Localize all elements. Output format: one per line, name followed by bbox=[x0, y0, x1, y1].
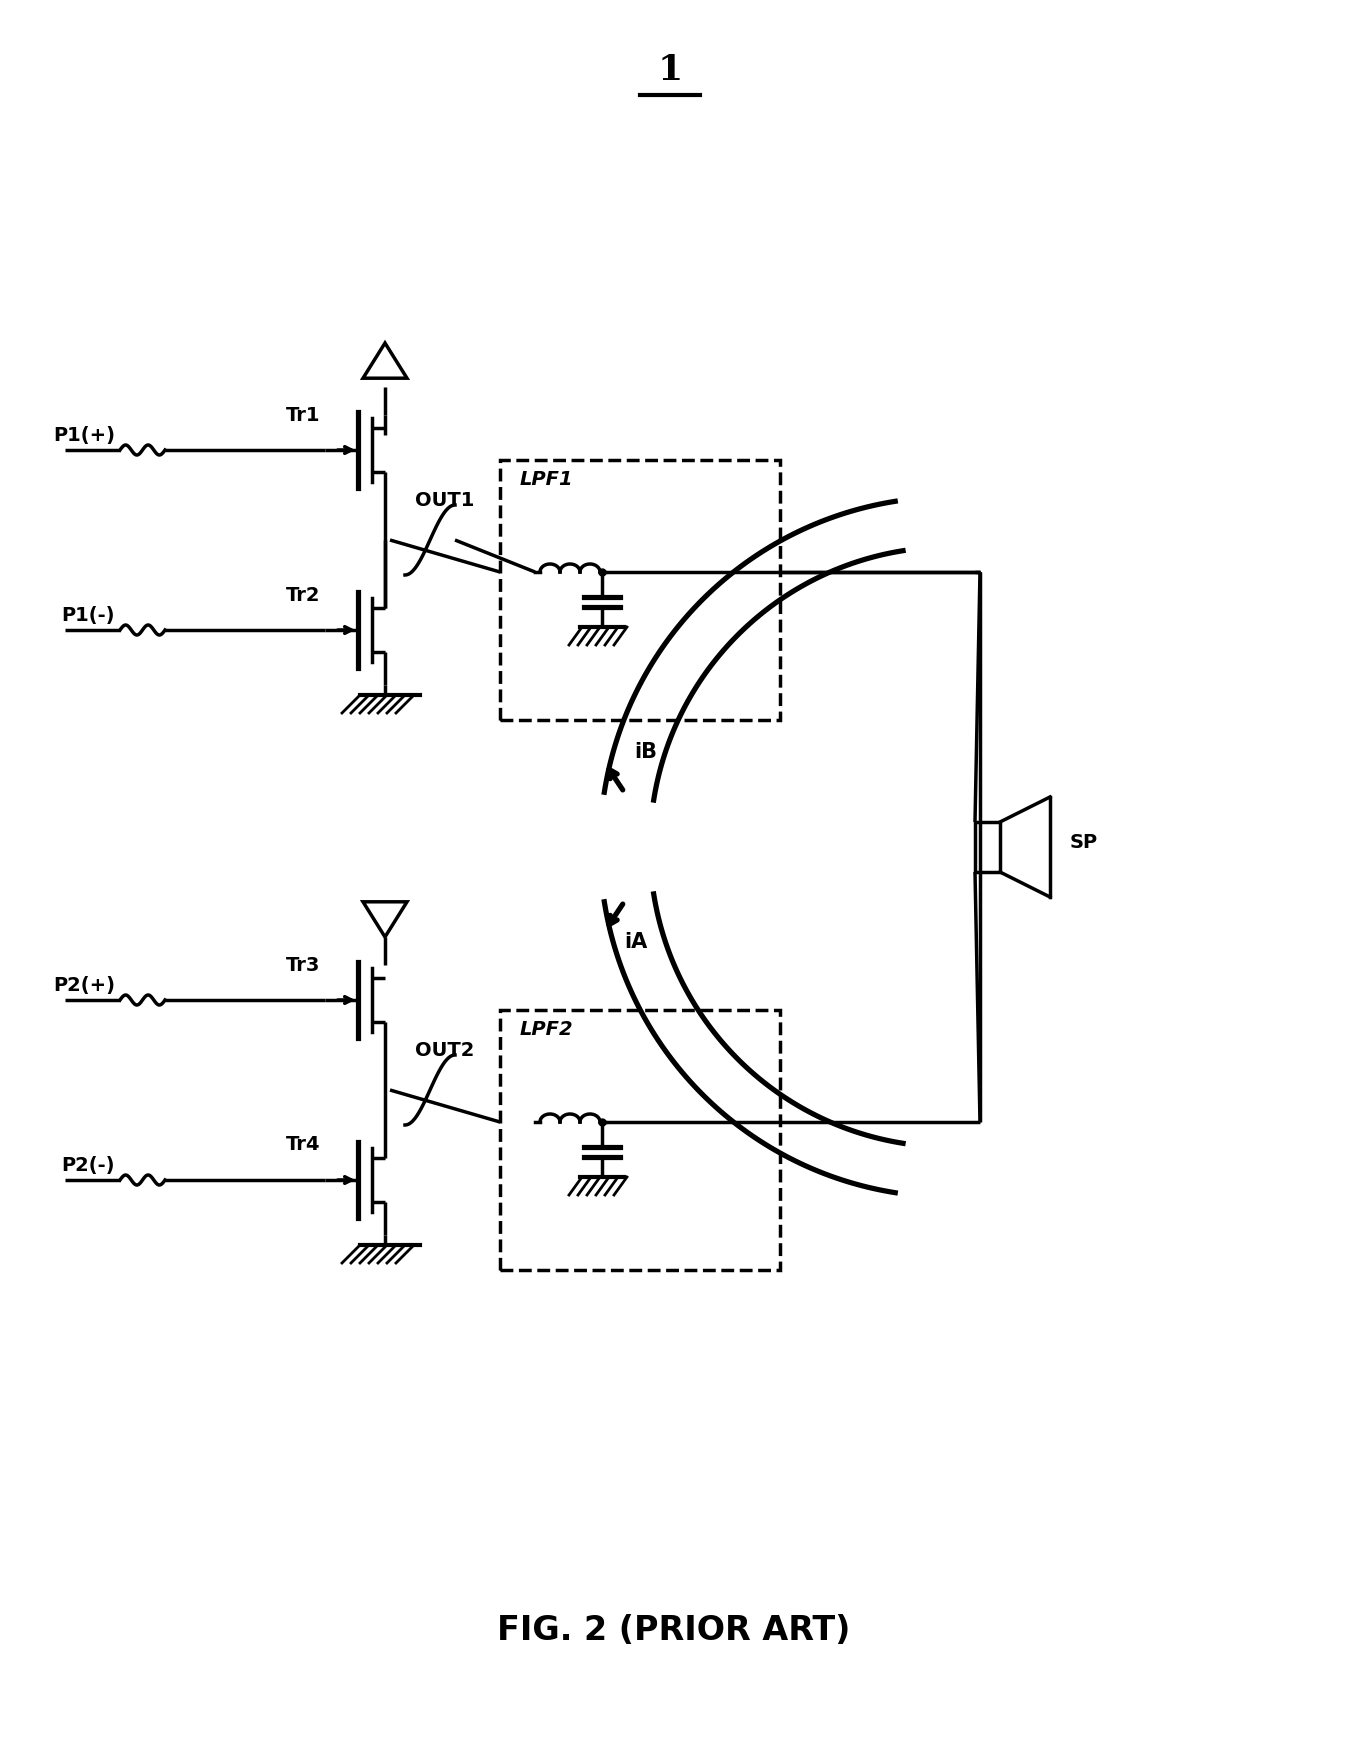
Text: Tr3: Tr3 bbox=[286, 956, 319, 975]
Text: OUT2: OUT2 bbox=[415, 1041, 474, 1059]
Text: SP: SP bbox=[1070, 833, 1099, 852]
Text: OUT1: OUT1 bbox=[415, 490, 474, 509]
Text: P2(-): P2(-) bbox=[62, 1157, 115, 1174]
Text: iB: iB bbox=[635, 742, 658, 763]
Text: LPF1: LPF1 bbox=[520, 471, 574, 488]
Text: LPF2: LPF2 bbox=[520, 1020, 574, 1040]
Text: P1(+): P1(+) bbox=[53, 425, 115, 444]
Bar bbox=[975, 822, 1000, 872]
Text: Tr2: Tr2 bbox=[286, 586, 319, 604]
Text: 1: 1 bbox=[658, 52, 682, 88]
Text: Tr1: Tr1 bbox=[286, 406, 319, 425]
Text: P2(+): P2(+) bbox=[53, 977, 115, 996]
Text: FIG. 2 (PRIOR ART): FIG. 2 (PRIOR ART) bbox=[497, 1614, 851, 1647]
Text: Tr4: Tr4 bbox=[286, 1136, 319, 1155]
Text: iA: iA bbox=[624, 931, 647, 952]
Text: P1(-): P1(-) bbox=[62, 606, 115, 625]
